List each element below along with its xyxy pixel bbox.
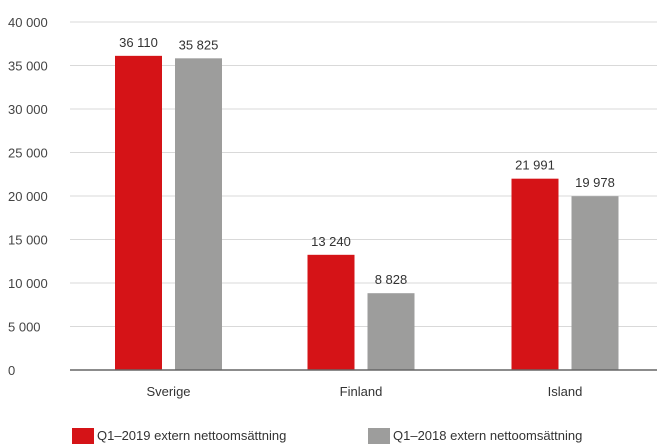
y-tick-label: 40 000 [8, 15, 48, 30]
bars [115, 55, 619, 371]
y-tick-label: 10 000 [8, 276, 48, 291]
x-tick-label: Finland [340, 384, 383, 399]
y-tick-label: 35 000 [8, 59, 48, 74]
data-label: 13 240 [311, 234, 351, 249]
legend-swatch-q1-2018 [368, 428, 390, 444]
y-tick-label: 30 000 [8, 102, 48, 117]
x-axis-ticks: Sverige Finland Island [146, 384, 582, 399]
bar [115, 55, 162, 371]
y-tick-label: 25 000 [8, 146, 48, 161]
x-tick-label: Island [548, 384, 583, 399]
data-labels: 36 110 35 825 13 240 8 828 21 991 19 978 [119, 35, 615, 287]
bar [307, 254, 355, 370]
data-label: 19 978 [575, 175, 615, 190]
y-tick-label: 15 000 [8, 233, 48, 248]
legend: Q1–2019 extern nettoomsättning Q1–2018 e… [72, 428, 657, 444]
bar [571, 196, 619, 370]
bar [175, 58, 222, 370]
bar-chart: 0 5 000 10 000 15 000 20 000 25 000 30 000 35 0… [8, 15, 657, 399]
y-tick-label: 20 000 [8, 189, 48, 204]
bar [367, 293, 415, 370]
data-label: 36 110 [119, 35, 158, 50]
legend-item-q1-2018: Q1–2018 extern nettoomsättning [368, 428, 582, 444]
y-tick-label: 5 000 [8, 320, 41, 335]
legend-item-q1-2019: Q1–2019 extern nettoomsättning [72, 428, 286, 444]
gridlines [70, 21, 657, 327]
x-tick-label: Sverige [146, 384, 190, 399]
legend-label-q1-2019: Q1–2019 extern nettoomsättning [97, 428, 287, 443]
data-label: 8 828 [375, 272, 408, 287]
y-axis-ticks: 0 5 000 10 000 15 000 20 000 25 000 30 000 35 0… [8, 15, 48, 378]
data-label: 35 825 [179, 37, 219, 52]
bar [511, 178, 559, 370]
data-label: 21 991 [515, 158, 555, 173]
legend-label-q1-2018: Q1–2018 extern nettoomsättning [393, 428, 583, 443]
y-tick-label: 0 [8, 363, 15, 378]
legend-swatch-q1-2019 [72, 428, 94, 444]
